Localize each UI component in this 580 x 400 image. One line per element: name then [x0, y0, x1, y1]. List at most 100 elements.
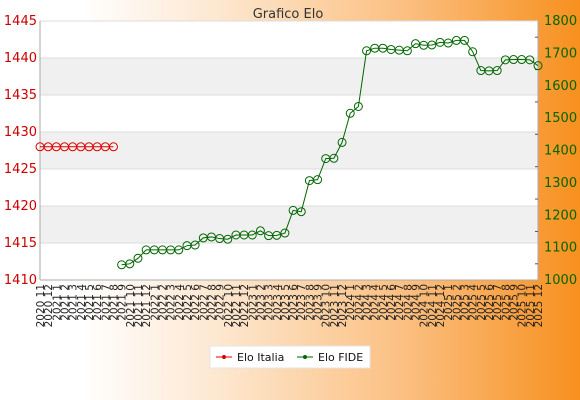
- series-group: [35, 35, 543, 270]
- x-tick-label: 2023 8: [304, 284, 316, 321]
- x-tick-label: 2021 5: [84, 284, 96, 321]
- x-tick-label: 2021 7: [100, 284, 112, 321]
- x-tick-label: 2023 10: [321, 284, 333, 327]
- x-tick-label: 2025 3: [460, 284, 472, 321]
- x-tick-label: 2021 10: [125, 284, 137, 327]
- plot-band: [40, 21, 538, 58]
- x-tick-label: 2021 8: [108, 284, 120, 321]
- x-tick-label: 2021 4: [76, 284, 88, 321]
- x-tick-label: 2021 9: [117, 284, 129, 321]
- x-tick-label: 2024 8: [402, 284, 414, 321]
- x-tick-label: 2021 6: [92, 284, 104, 321]
- data-point-marker: [345, 108, 355, 118]
- x-tick-label: 2022 8: [206, 284, 218, 321]
- x-tick-label: 2023 7: [296, 284, 308, 321]
- data-point-marker: [329, 153, 339, 163]
- x-tick-label: 2022 7: [198, 284, 210, 321]
- data-point-marker: [125, 259, 135, 269]
- x-tick-label: 2022 6: [190, 284, 202, 321]
- data-point-marker: [190, 240, 200, 250]
- left-tick-label: 1425: [4, 162, 37, 177]
- x-tick-label: 2023 9: [313, 284, 325, 321]
- right-tick-label: 1500: [544, 111, 577, 126]
- plot-band: [40, 243, 538, 280]
- x-tick-label: 2021 12: [141, 284, 153, 327]
- data-point-marker: [272, 230, 282, 240]
- x-tick-label: 2025 4: [468, 284, 480, 321]
- data-point-marker: [525, 55, 535, 65]
- x-tick-label: 2024 10: [419, 284, 431, 327]
- x-tick-label: 2021 3: [68, 284, 80, 321]
- x-tick-label: 2024 7: [394, 284, 406, 321]
- data-point-marker: [353, 101, 363, 111]
- x-tick-label: 2023 12: [337, 284, 349, 327]
- data-point-marker: [223, 234, 233, 244]
- left-axis-ticks: 1410 1415 1420 1425 1430 1435 1440 1445: [4, 14, 37, 288]
- x-tick-label: 2022 9: [215, 284, 227, 321]
- legend: Elo Italia Elo FIDE: [209, 345, 371, 369]
- data-point-marker: [174, 245, 184, 255]
- left-tick-label: 1445: [4, 14, 37, 29]
- x-tick-label: 2022 2: [157, 284, 169, 321]
- left-tick-label: 1430: [4, 125, 37, 140]
- data-point-marker: [460, 35, 470, 45]
- x-tick-label: 2021 2: [59, 284, 71, 321]
- x-tick-label: 2025 8: [500, 284, 512, 321]
- data-point-marker: [492, 66, 502, 76]
- x-tick-label: 2024 6: [386, 284, 398, 321]
- x-tick-label: 2025 6: [484, 284, 496, 321]
- data-point-marker: [443, 38, 453, 48]
- x-tick-label: 2021 11: [133, 284, 145, 327]
- x-tick-label: 2020 12: [43, 284, 55, 327]
- x-tick-label: 2025 7: [492, 284, 504, 321]
- x-tick-label: 2024 2: [353, 284, 365, 321]
- data-point-marker: [468, 47, 478, 57]
- right-tick-label: 1600: [544, 79, 577, 94]
- x-tick-label: 2023 1: [247, 284, 259, 321]
- x-tick-label: 2024 11: [427, 284, 439, 327]
- data-point-marker: [427, 40, 437, 50]
- data-point-marker: [337, 137, 347, 147]
- legend-label-italia: Elo Italia: [237, 351, 284, 364]
- x-tick-label: 2023 3: [264, 284, 276, 321]
- x-tick-label: 2025 10: [517, 284, 529, 327]
- plot-band: [40, 58, 538, 95]
- x-tick-label: 2024 3: [362, 284, 374, 321]
- x-tick-label: 2023 4: [272, 284, 284, 321]
- x-tick-label: 2022 4: [174, 284, 186, 321]
- plot-band: [40, 95, 538, 132]
- x-tick-label: 2024 9: [411, 284, 423, 321]
- legend-label-fide: Elo FIDE: [318, 351, 363, 364]
- x-tick-label: 2021 1: [51, 284, 63, 321]
- data-point-marker: [533, 61, 543, 71]
- x-tick-label: 2024 12: [435, 284, 447, 327]
- data-point-marker: [133, 253, 143, 263]
- x-tick-label: 2025 5: [476, 284, 488, 321]
- x-tick-label: 2024 1: [345, 284, 357, 321]
- x-tick-label: 2022 3: [166, 284, 178, 321]
- x-tick-label: 2025 12: [533, 284, 545, 327]
- data-point-marker: [296, 207, 306, 217]
- right-tick-label: 1300: [544, 176, 577, 191]
- x-tick-label: 2025 2: [451, 284, 463, 321]
- x-tick-label: 2023 2: [255, 284, 267, 321]
- right-tick-label: 1700: [544, 46, 577, 61]
- data-point-marker: [362, 46, 372, 56]
- data-point-marker: [402, 46, 412, 56]
- plot-bands: [40, 21, 538, 280]
- x-tick-label: 2020 11: [35, 284, 47, 327]
- x-tick-label: 2025 11: [525, 284, 537, 327]
- left-tick-label: 1420: [4, 199, 37, 214]
- x-tick-label: 2024 5: [378, 284, 390, 321]
- data-point-marker: [280, 228, 290, 238]
- right-tick-label: 1100: [544, 241, 577, 256]
- data-point-marker: [313, 175, 323, 185]
- legend-box: [209, 345, 371, 369]
- x-tick-label: 2024 4: [370, 284, 382, 321]
- x-tick-label: 2023 11: [329, 284, 341, 327]
- right-axis-ticks: 1000 1100 1200 1300 1400 1500 1600 1700 1800: [535, 14, 577, 288]
- x-tick-label: 2025 1: [443, 284, 455, 321]
